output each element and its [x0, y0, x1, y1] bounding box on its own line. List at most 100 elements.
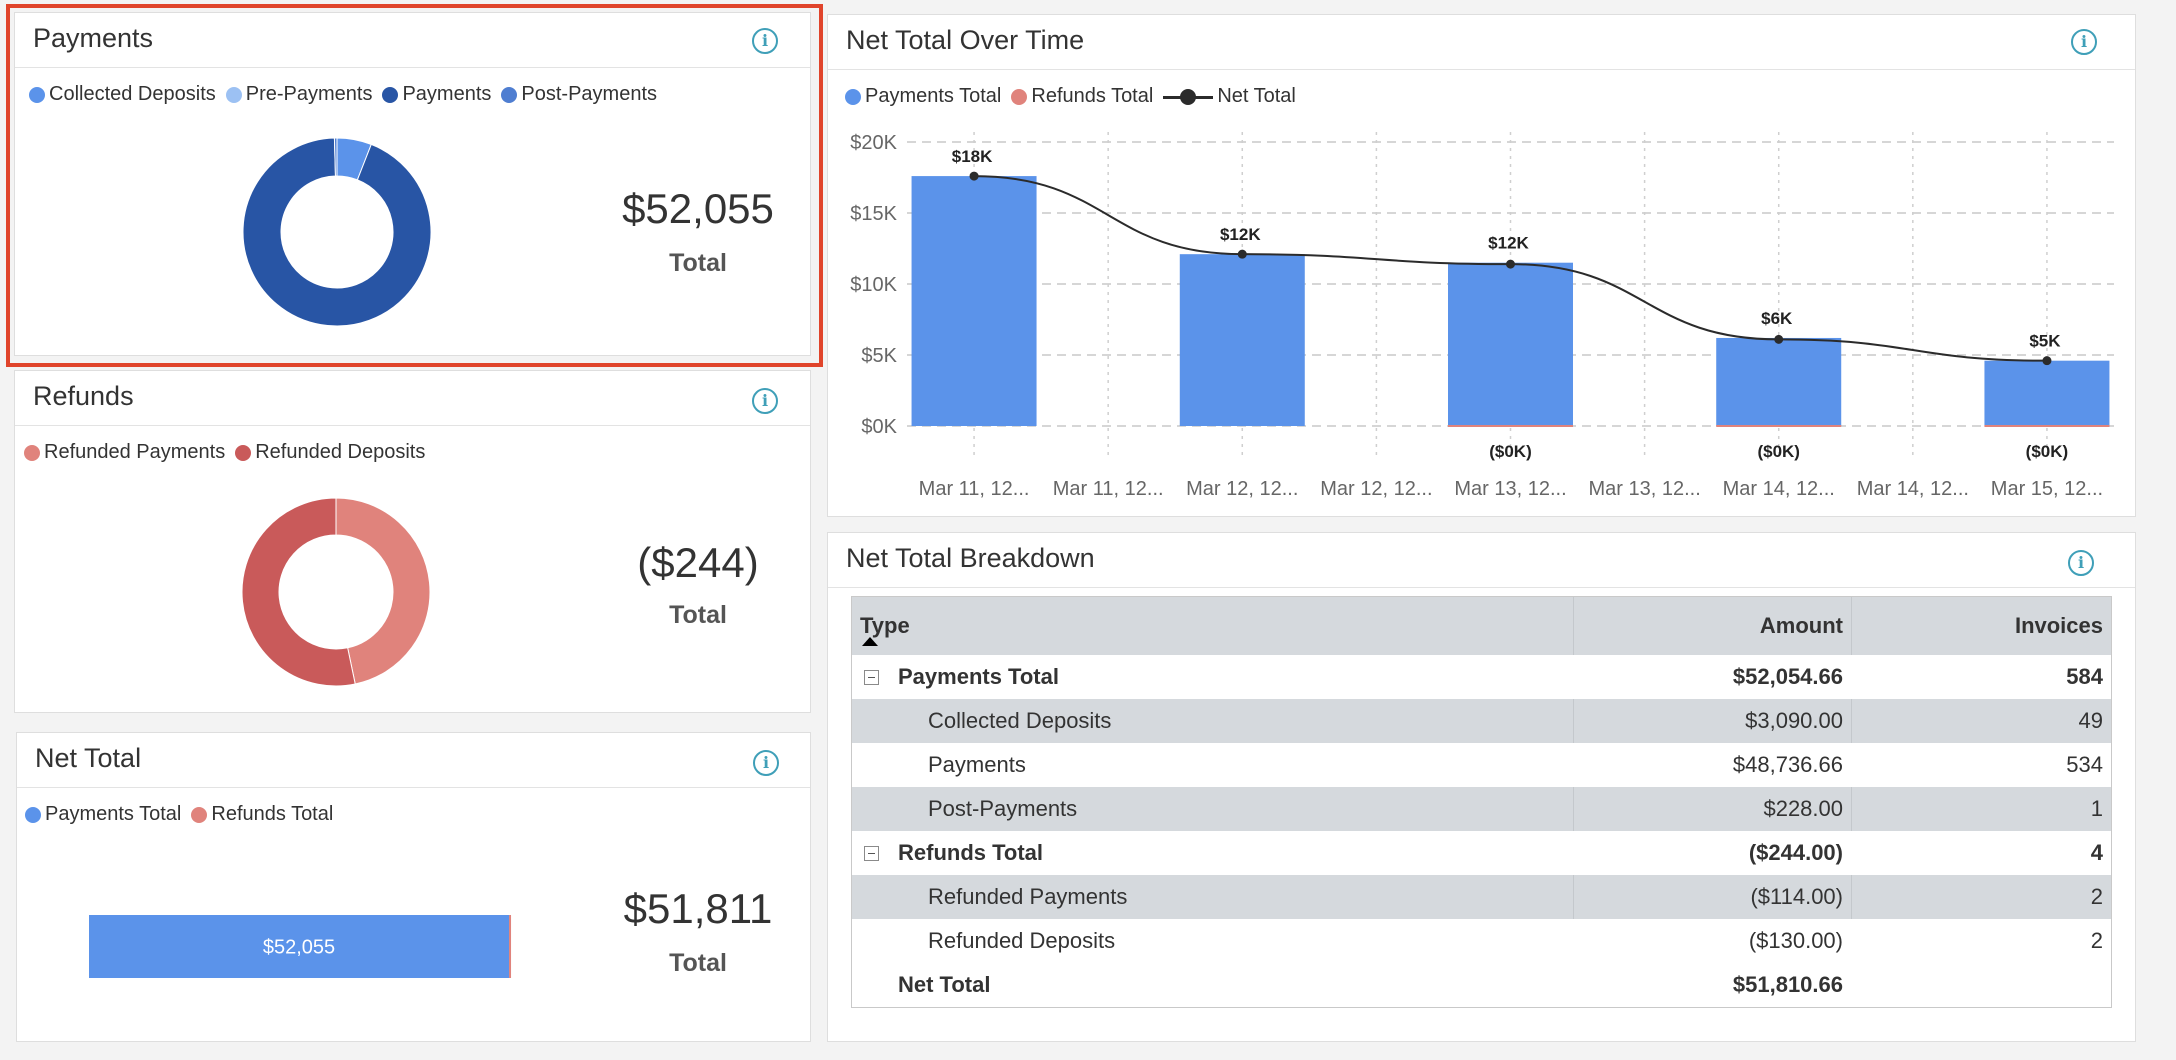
legend-color-dot [24, 444, 40, 461]
net-total-point[interactable] [969, 171, 979, 181]
x-tick-label: Mar 12, 12... [1320, 478, 1432, 500]
payments-total-value: $52,055 [622, 185, 774, 232]
y-tick-label: $10K [850, 274, 897, 296]
net-total-info-icon[interactable]: i [753, 750, 779, 776]
bar-refunds-total[interactable] [1984, 425, 2110, 427]
cell-invoices: 49 [1851, 699, 2111, 743]
table-body: Payments Total $52,054.66 584 Collected Dep… [852, 655, 2111, 1007]
collapse-toggle-icon[interactable] [864, 846, 879, 861]
legend-label: Post-Payments [521, 83, 658, 105]
net-total-point[interactable] [1506, 259, 1515, 269]
x-tick-label: Mar 14, 12... [1857, 478, 1969, 500]
payments-info-icon[interactable]: i [752, 28, 778, 54]
legend-item[interactable]: Post-Payments [501, 83, 657, 106]
cell-invoices: 2 [1851, 875, 2111, 919]
breakdown-info-icon[interactable]: i [2068, 550, 2094, 576]
donut-slice-refunded-payments[interactable] [335, 497, 431, 685]
collapse-toggle-icon[interactable] [864, 670, 879, 685]
cell-amount: ($130.00) [1748, 928, 1843, 953]
x-tick-label: Mar 14, 12... [1723, 478, 1835, 500]
over-time-title: Net Total Over Time [846, 25, 1085, 55]
legend-line-marker [1163, 88, 1214, 105]
net-total-bar-chart: $52,055 [89, 915, 512, 978]
bar-refunds-total[interactable] [1716, 425, 1842, 427]
cell-invoices [1851, 963, 2111, 1007]
payments-total-label: Total [669, 249, 727, 277]
legend-item[interactable]: Refunded Deposits [235, 441, 425, 464]
refunds-legend: Refunded Payments Refunded Deposits [24, 441, 435, 464]
payments-title-divider [15, 67, 810, 68]
net-total-title-divider [17, 787, 810, 788]
table-row[interactable]: Payments Total $52,054.66 584 [852, 655, 2111, 699]
legend-color-dot [29, 86, 45, 103]
payments-title: Payments [33, 23, 154, 53]
payments-donut-chart [242, 137, 432, 327]
cell-type: Refunded Payments [928, 884, 1128, 909]
cell-invoices: 4 [2090, 840, 2103, 865]
net-total-point[interactable] [2042, 356, 2052, 366]
bar-payments-total[interactable] [1716, 337, 1842, 426]
table-row[interactable]: Payments $48,736.66 534 [852, 743, 2111, 787]
legend-color-dot [501, 86, 518, 103]
x-tick-label: Mar 11, 12... [1053, 478, 1164, 500]
y-tick-label: $0K [861, 416, 897, 438]
legend-label: Refunds Total [211, 803, 334, 825]
column-header-invoices[interactable]: Invoices [1851, 597, 2111, 655]
refunds-total-value: ($244) [637, 539, 759, 586]
bar-data-label: $18K [952, 147, 993, 166]
refund-data-label: ($0K) [2026, 442, 2069, 461]
legend-label: Net Total [1217, 85, 1296, 107]
over-time-legend: Payments Total Refunds Total Net Total [845, 85, 1306, 108]
donut-slice-refunded-deposits[interactable] [241, 497, 356, 687]
legend-item[interactable]: Refunded Payments [24, 441, 225, 464]
cell-type: Net Total [898, 972, 991, 997]
donut-slice-payments[interactable] [242, 137, 432, 327]
net-bar-payments-total[interactable] [89, 915, 510, 978]
refunds-title-divider [15, 425, 810, 426]
legend-item[interactable]: Refunds Total [191, 803, 333, 826]
table-row[interactable]: Collected Deposits $3,090.00 49 [852, 699, 2111, 743]
refunds-info-icon[interactable]: i [752, 388, 778, 414]
over-time-info-icon[interactable]: i [2071, 29, 2097, 55]
table-row[interactable]: Post-Payments $228.00 1 [852, 787, 2111, 831]
donut-slice-post-payments[interactable] [333, 137, 338, 177]
column-header-amount[interactable]: Amount [1573, 597, 1851, 655]
legend-item[interactable]: Pre-Payments [225, 83, 373, 106]
legend-label: Payments Total [45, 803, 182, 825]
legend-label: Refunded Deposits [255, 441, 426, 463]
cell-type: Payments [928, 752, 1026, 777]
bar-data-label: $5K [2029, 332, 2061, 351]
cell-amount: ($114.00) [1573, 875, 1851, 919]
legend-item[interactable]: Payments Total [25, 803, 181, 826]
cell-type: Post-Payments [928, 796, 1078, 821]
legend-item[interactable]: Net Total [1163, 85, 1296, 108]
cell-amount: $228.00 [1573, 787, 1851, 831]
legend-item[interactable]: Collected Deposits [29, 83, 216, 106]
net-total-point[interactable] [1774, 334, 1784, 344]
net-bar-refunds-total[interactable] [509, 915, 512, 978]
legend-label: Payments [402, 83, 492, 105]
legend-item[interactable]: Refunds Total [1011, 85, 1153, 108]
net-total-point[interactable] [1237, 249, 1247, 259]
bar-payments-total[interactable] [911, 176, 1037, 426]
legend-label: Refunded Payments [44, 441, 226, 463]
column-header-type[interactable]: Type [860, 613, 910, 638]
table-row[interactable]: Refunds Total ($244.00) 4 [852, 831, 2111, 875]
bar-refunds-total[interactable] [1448, 425, 1573, 427]
bar-payments-total[interactable] [1984, 360, 2110, 426]
cell-amount: $3,090.00 [1573, 699, 1851, 743]
legend-item[interactable]: Payments [382, 83, 491, 106]
bar-payments-total[interactable] [1448, 262, 1573, 426]
net-total-legend: Payments Total Refunds Total [25, 803, 343, 826]
bar-data-label: $6K [1761, 309, 1793, 328]
legend-label: Pre-Payments [245, 83, 373, 105]
legend-label: Refunds Total [1031, 85, 1154, 107]
legend-item[interactable]: Payments Total [845, 85, 1001, 108]
bar-payments-total[interactable] [1179, 254, 1305, 426]
breakdown-table: Type Amount Invoices Payments Total $52,0… [851, 596, 2112, 1008]
cell-invoices: 2 [2090, 928, 2103, 953]
table-row[interactable]: Net Total $51,810.66 [852, 963, 2111, 1007]
table-row[interactable]: Refunded Deposits ($130.00) 2 [852, 919, 2111, 963]
refunds-donut-chart [241, 497, 431, 687]
table-row[interactable]: Refunded Payments ($114.00) 2 [852, 875, 2111, 919]
